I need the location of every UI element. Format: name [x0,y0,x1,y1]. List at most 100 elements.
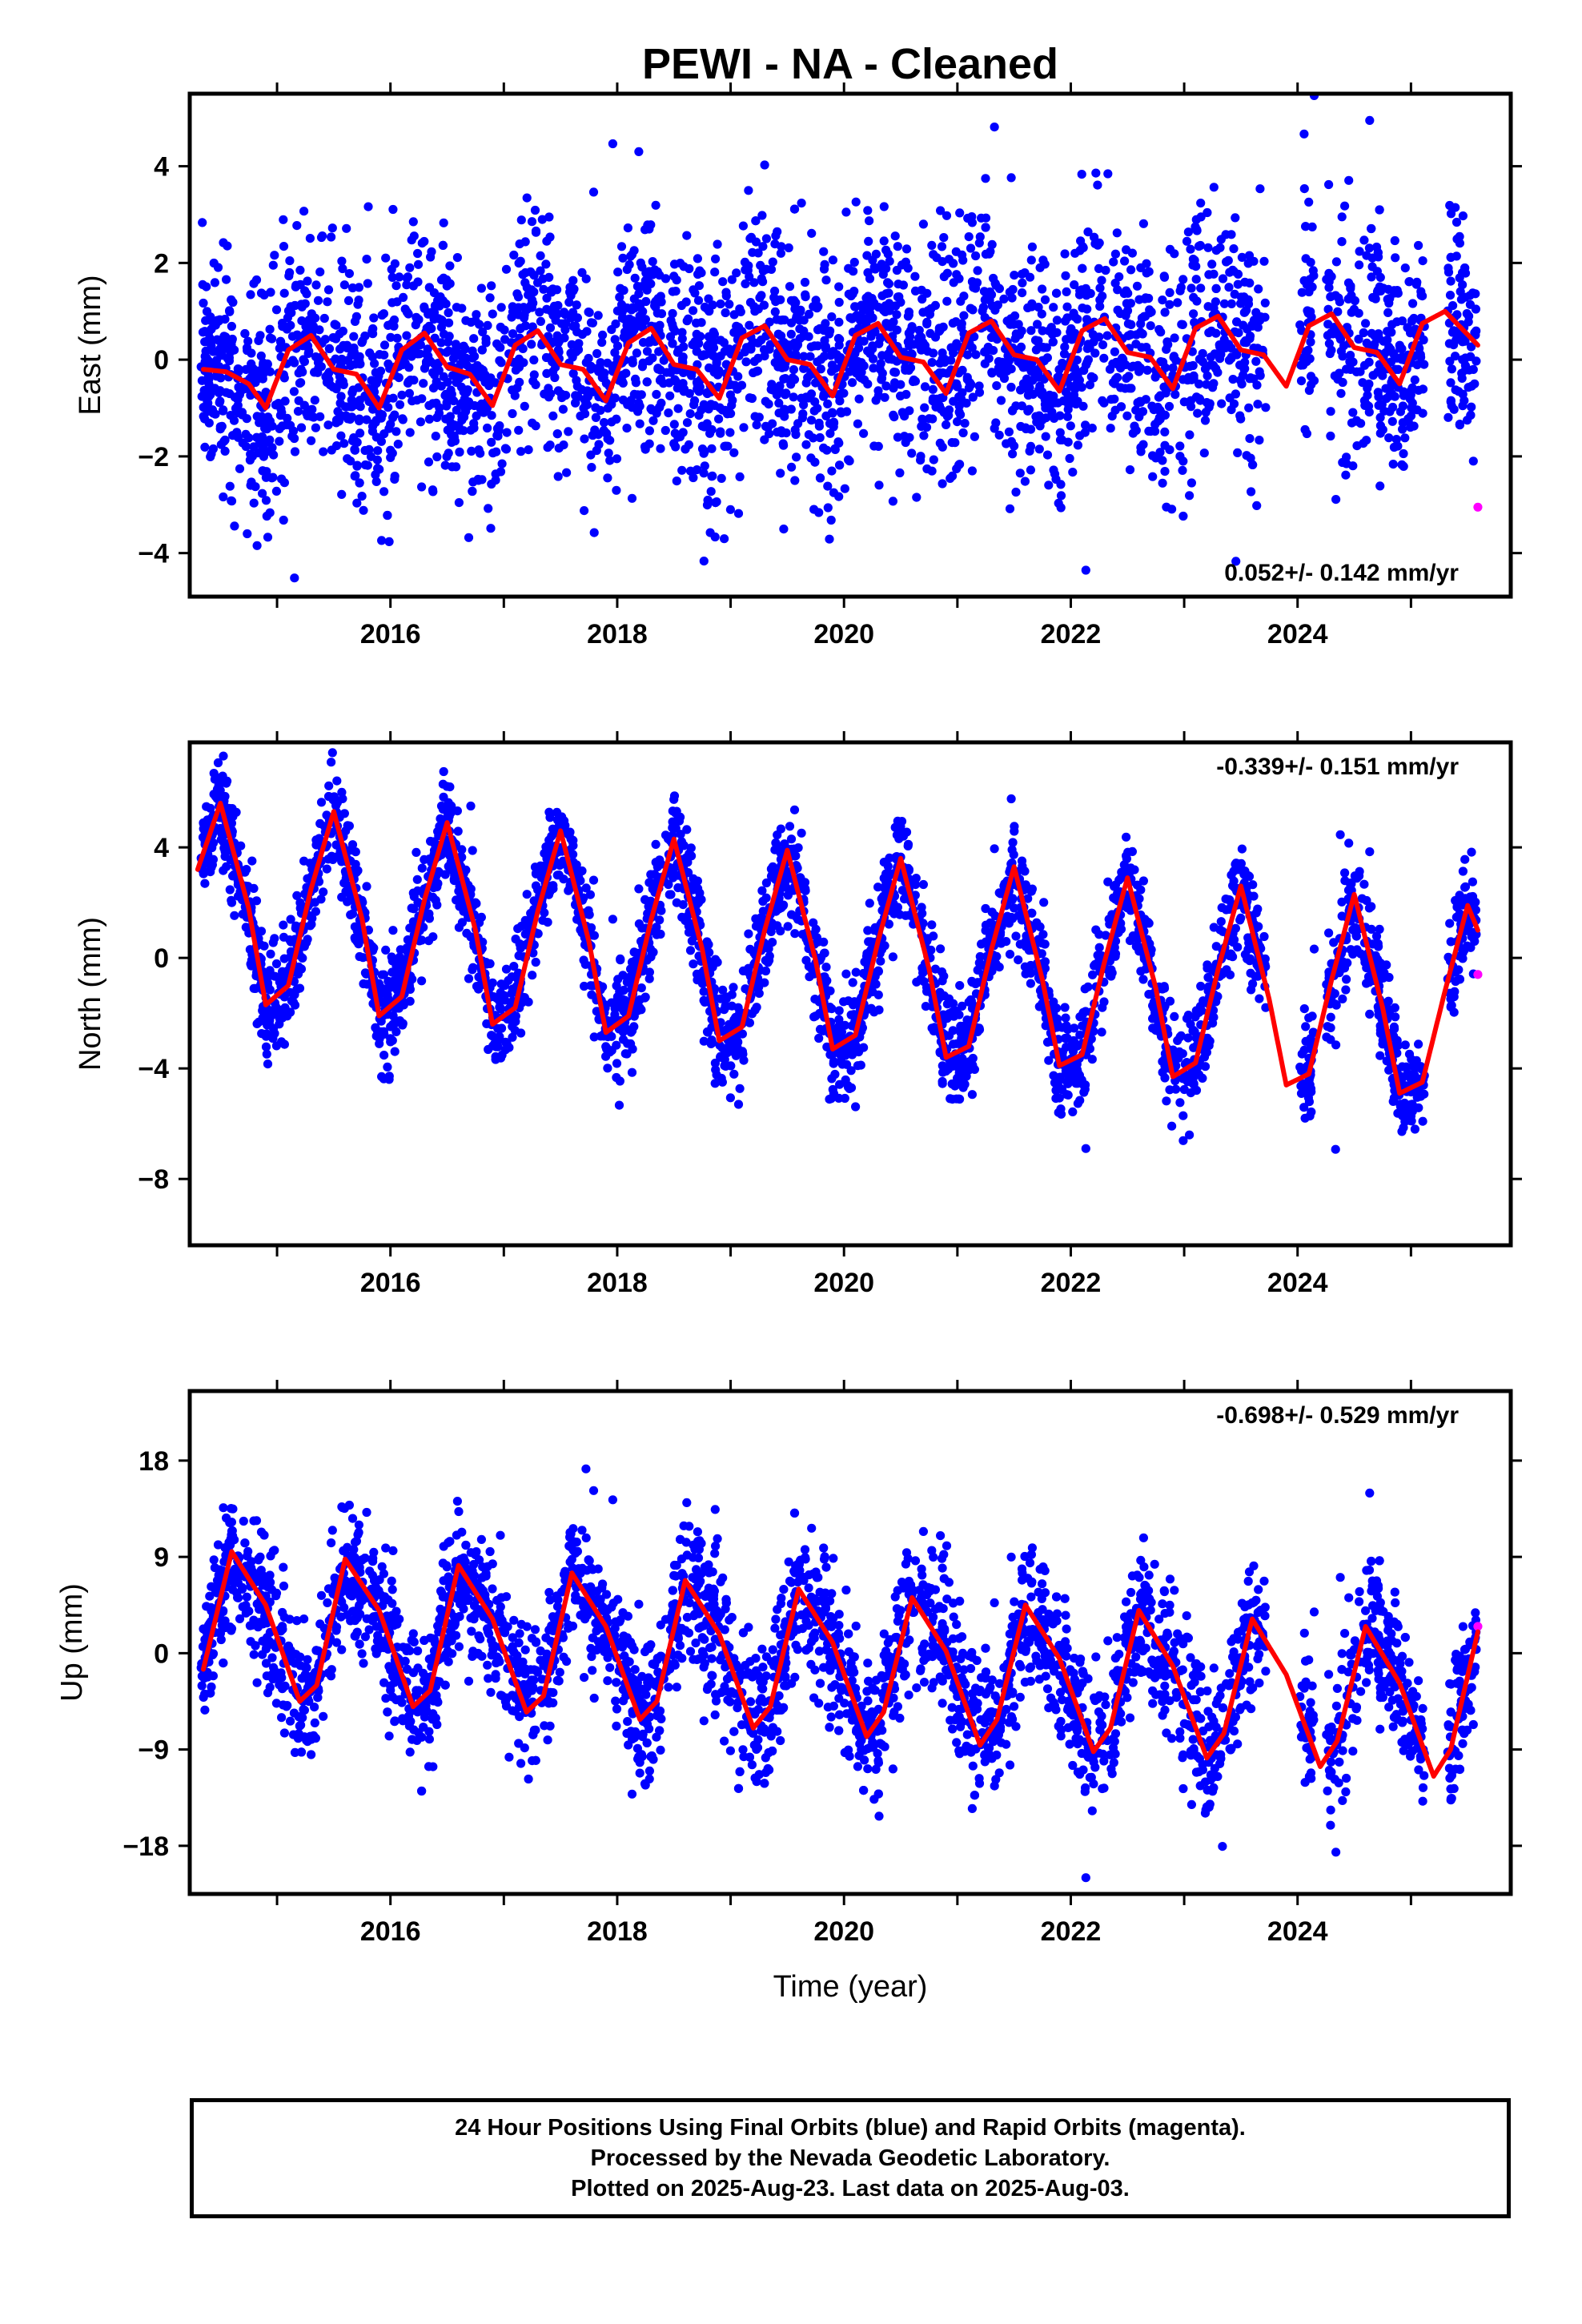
final-orbit-point [219,436,229,446]
final-orbit-point [953,382,962,392]
final-orbit-point [800,277,810,287]
final-orbit-point [809,341,819,351]
final-orbit-point [496,467,506,476]
final-orbit-point [336,431,346,440]
final-orbit-point [390,410,400,420]
final-orbit-point [352,498,362,508]
final-orbit-point [811,378,821,388]
final-orbit-point [628,356,637,365]
final-orbit-point [905,406,914,416]
final-orbit-point [335,377,345,387]
final-orbit-point [1010,271,1019,280]
final-orbit-point [661,274,671,283]
final-orbit-point [1367,272,1376,282]
final-orbit-point [967,466,977,476]
final-orbit-point [1225,393,1235,403]
final-orbit-point [861,293,871,303]
final-orbit-point [783,922,793,931]
final-orbit-point [1373,388,1383,397]
final-orbit-point [1038,255,1048,265]
final-orbit-point [205,333,215,343]
final-orbit-point [815,432,825,443]
final-orbit-point [1373,247,1383,257]
final-orbit-point [673,404,683,413]
final-orbit-point [854,394,864,404]
final-orbit-point [407,352,416,361]
final-orbit-point [1228,375,1238,384]
final-orbit-point [638,358,648,368]
final-orbit-point [487,411,496,420]
final-orbit-point [648,416,658,425]
final-orbit-point [256,288,267,298]
final-orbit-point [398,415,408,424]
final-orbit-point [1135,328,1146,337]
final-orbit-point [805,352,815,361]
final-orbit-point [1340,201,1350,211]
final-orbit-point [265,508,275,517]
final-orbit-point [819,247,829,256]
final-orbit-point [864,236,873,246]
final-orbit-point [1446,937,1456,947]
final-orbit-point [883,249,893,259]
final-orbit-point [1224,356,1235,365]
final-orbit-point [699,557,709,566]
final-orbit-point [528,418,537,428]
final-orbit-point [283,313,292,323]
final-orbit-point [230,345,239,355]
final-orbit-point [426,252,436,262]
final-orbit-point [1468,456,1478,466]
final-orbit-point [508,385,517,395]
final-orbit-point [299,357,309,367]
final-orbit-point [1144,293,1154,304]
final-orbit-point [225,307,235,316]
final-orbit-point [1160,467,1170,476]
final-orbit-point [828,408,837,418]
final-orbit-point [1173,298,1182,308]
final-orbit-point [1191,275,1201,284]
final-orbit-point [512,289,522,299]
final-orbit-point [1054,1093,1064,1103]
final-orbit-point [1154,324,1164,335]
final-orbit-point [1408,326,1418,336]
final-orbit-point [581,274,591,283]
final-orbit-point [938,348,947,358]
final-orbit-point [355,414,364,424]
final-orbit-point [717,473,726,484]
final-orbit-point [514,425,524,435]
final-orbit-point [1066,327,1075,337]
final-orbit-point [461,353,471,363]
final-orbit-point [1412,360,1422,370]
final-orbit-point [704,294,713,304]
final-orbit-point [814,421,824,431]
final-orbit-point [1307,222,1317,231]
final-orbit-point [959,292,969,301]
final-orbit-point [1061,271,1070,280]
final-orbit-point [1458,355,1468,364]
final-orbit-point [1189,371,1199,380]
final-orbit-point [1471,304,1480,314]
final-orbit-point [263,533,273,542]
final-orbit-point [937,242,947,251]
final-orbit-point [678,379,688,388]
final-orbit-point [664,408,673,418]
final-orbit-point [630,273,640,283]
final-orbit-point [234,367,243,376]
final-orbit-point [520,929,530,939]
final-orbit-point [851,1102,861,1112]
final-orbit-point [628,316,637,325]
final-orbit-point [1324,179,1334,190]
final-orbit-point [1203,302,1213,312]
final-orbit-point [1349,304,1359,314]
final-orbit-point [1185,1130,1195,1140]
final-orbit-point [1186,402,1196,412]
final-orbit-point [1033,320,1042,329]
final-orbit-point [1472,356,1481,366]
final-orbit-point [208,347,218,356]
final-orbit-point [757,274,766,283]
final-orbit-point [1186,244,1195,254]
final-orbit-point [735,1084,745,1093]
y-tick-label: 2 [154,248,169,279]
final-orbit-point [1305,354,1315,364]
final-orbit-point [402,331,412,340]
final-orbit-point [1348,461,1358,471]
